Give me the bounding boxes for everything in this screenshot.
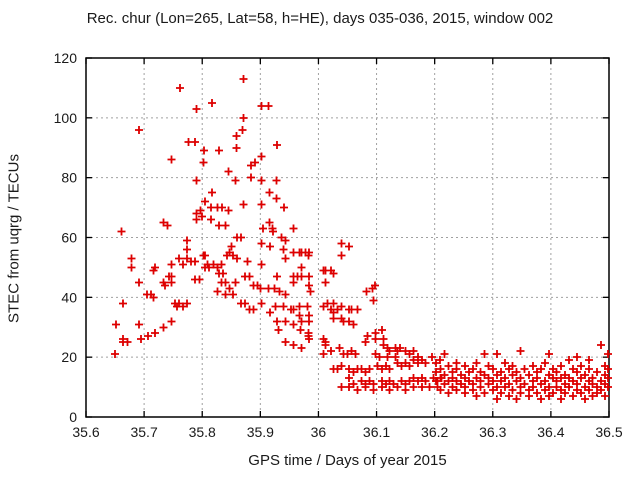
plot-border (85, 57, 610, 418)
y-tick-label: 100 (54, 110, 78, 126)
y-tick-label: 40 (61, 289, 77, 305)
x-tick-label: 36 (311, 424, 327, 440)
y-tick-label: 0 (69, 409, 77, 425)
chart-title: Rec. chur (Lon=265, Lat=58, h=HE), days … (86, 10, 554, 27)
x-tick-label: 35.9 (247, 424, 274, 440)
y-tick-label: 80 (61, 170, 77, 186)
x-tick-label: 36.3 (479, 424, 506, 440)
y-tick-label: 60 (61, 230, 77, 246)
x-tick-label: 36.2 (421, 424, 448, 440)
x-axis-label: GPS time / Days of year 2015 (248, 452, 447, 469)
x-tick-label: 35.7 (130, 424, 157, 440)
x-tick-label: 36.1 (363, 424, 390, 440)
x-tick-label: 36.4 (537, 424, 564, 440)
y-tick-label: 120 (54, 50, 78, 66)
data-points (111, 75, 612, 403)
y-tick-labels: 0 20 40 60 80 100 120 (54, 50, 78, 425)
x-tick-labels: 35.6 35.7 35.8 35.9 36 36.1 36.2 36.3 36.4 36.5 (72, 424, 622, 440)
grid-lines (86, 58, 609, 417)
x-tick-label: 36.5 (595, 424, 622, 440)
x-tick-label: 35.6 (72, 424, 99, 440)
x-tick-label: 35.8 (189, 424, 216, 440)
y-tick-label: 20 (61, 349, 77, 365)
